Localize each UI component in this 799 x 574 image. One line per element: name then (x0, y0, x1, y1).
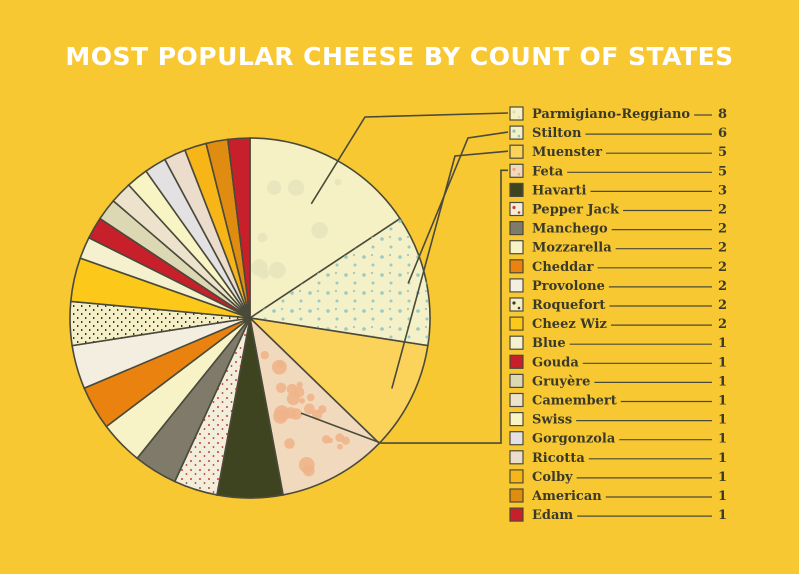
legend-label: Gruyère (532, 374, 590, 389)
legend-swatch (509, 412, 524, 427)
legend-value: 1 (718, 489, 727, 504)
legend-swatch (509, 182, 524, 197)
legend-value: 1 (718, 508, 727, 523)
legend-swatch (509, 392, 524, 408)
legend-label: Swiss (532, 413, 572, 428)
legend-value: 1 (718, 432, 727, 447)
pie-slice-muenster (247, 316, 429, 445)
legend-label: Muenster (532, 145, 602, 160)
legend-swatch (509, 373, 524, 388)
legend-label: Gorgonzola (532, 432, 616, 447)
legend-item-gouda: Gouda 1 (509, 354, 727, 370)
legend-value: 2 (718, 222, 727, 237)
legend-item-havarti: Havarti 3 (509, 182, 727, 198)
legend-swatch (509, 125, 524, 140)
legend-item-stilton: Stilton 6 (509, 125, 727, 141)
leader-line (407, 131, 509, 284)
legend-label: Parmigiano-Reggiano (532, 107, 690, 122)
legend-swatch (509, 221, 524, 236)
legend-item-muenster: Muenster 5 (509, 144, 727, 160)
leader-line (391, 150, 509, 389)
legend-label: Cheddar (532, 260, 594, 275)
legend-swatch (509, 488, 524, 503)
legend-label: Provolone (532, 279, 605, 294)
legend-swatch (509, 316, 524, 331)
legend-item-feta: Feta 5 (509, 163, 727, 179)
legend-label: Gouda (532, 355, 579, 370)
legend-label: Stilton (532, 126, 582, 141)
legend-item-provolone: Provolone 2 (509, 278, 727, 294)
legend-value: 2 (718, 203, 727, 218)
legend-label: American (531, 489, 602, 504)
legend-item-cheddar: Cheddar 2 (509, 259, 727, 275)
pie-slice-feta (248, 315, 381, 496)
legend-item-parmigiano-reggiano: Parmigiano-Reggiano 8 (509, 106, 727, 122)
legend-value: 5 (718, 164, 727, 179)
legend-swatch (509, 106, 524, 121)
legend-swatch (509, 163, 524, 178)
legend-item-colby: Colby 1 (509, 469, 727, 485)
legend-value: 2 (718, 298, 727, 313)
pie-slice-parmigiano-reggiano (249, 137, 402, 320)
legend-value: 1 (718, 374, 727, 389)
legend-item-manchego: Manchego 2 (509, 221, 727, 237)
pie-slice-edam (226, 137, 251, 319)
legend-item-american: American 1 (509, 488, 727, 504)
legend-swatch (509, 144, 524, 159)
leader-line (300, 169, 508, 444)
legend-value: 2 (718, 317, 727, 332)
legend-swatch (509, 259, 524, 274)
legend-swatch (509, 240, 524, 255)
legend-value: 1 (718, 336, 727, 351)
legend-value: 1 (718, 355, 727, 370)
legend-swatch (509, 335, 524, 350)
legend-label: Camembert (532, 394, 617, 409)
legend-swatch (509, 507, 524, 522)
legend-label: Roquefort (532, 298, 605, 313)
legend-item-camembert: Camembert 1 (509, 392, 727, 409)
legend-swatch (509, 354, 524, 369)
legend-swatch (509, 201, 524, 217)
legend-value: 3 (718, 183, 727, 198)
legend-value: 6 (718, 126, 727, 141)
legend-value: 2 (718, 279, 727, 294)
legend-item-blue: Blue 1 (509, 335, 727, 351)
legend-swatch (509, 297, 524, 312)
legend-label: Colby (532, 470, 573, 485)
legend-item-swiss: Swiss 1 (509, 412, 727, 428)
legend-item-cheez-wiz: Cheez Wiz 2 (509, 316, 727, 332)
legend-label: Edam (532, 508, 573, 523)
legend-value: 1 (718, 394, 727, 409)
legend-label: Feta (532, 164, 564, 179)
legend-value: 2 (718, 260, 727, 275)
legend-value: 1 (718, 470, 727, 485)
legend-swatch (509, 278, 524, 293)
legend-item-ricotta: Ricotta 1 (509, 450, 727, 466)
pie-slice-stilton (247, 217, 431, 347)
legend-item-gorgonzola: Gorgonzola 1 (509, 431, 727, 447)
legend-item-gruyere: Gruyère 1 (509, 373, 727, 389)
legend-value: 1 (718, 451, 727, 466)
legend-item-roquefort: Roquefort 2 (509, 297, 727, 313)
legend-swatch (509, 450, 524, 465)
legend-swatch (509, 469, 524, 484)
legend-value: 5 (718, 145, 727, 160)
legend-label: Pepper Jack (532, 203, 620, 218)
legend-label: Cheez Wiz (532, 317, 607, 332)
legend-label: Mozzarella (532, 241, 612, 256)
legend-label: Blue (532, 336, 566, 351)
legend-value: 2 (718, 241, 727, 256)
legend-label: Havarti (532, 183, 587, 198)
legend-item-edam: Edam 1 (509, 507, 727, 523)
legend-item-pepper-jack: Pepper Jack 2 (509, 201, 727, 218)
legend-label: Ricotta (532, 451, 585, 466)
leader-line (310, 112, 509, 205)
legend-swatch (509, 431, 524, 446)
legend-label: Manchego (532, 222, 608, 237)
legend-value: 8 (718, 107, 727, 122)
chart-title: MOST POPULAR CHEESE BY COUNT OF STATES (65, 42, 734, 71)
legend-item-mozzarella: Mozzarella 2 (509, 240, 727, 256)
legend-value: 1 (718, 413, 727, 428)
